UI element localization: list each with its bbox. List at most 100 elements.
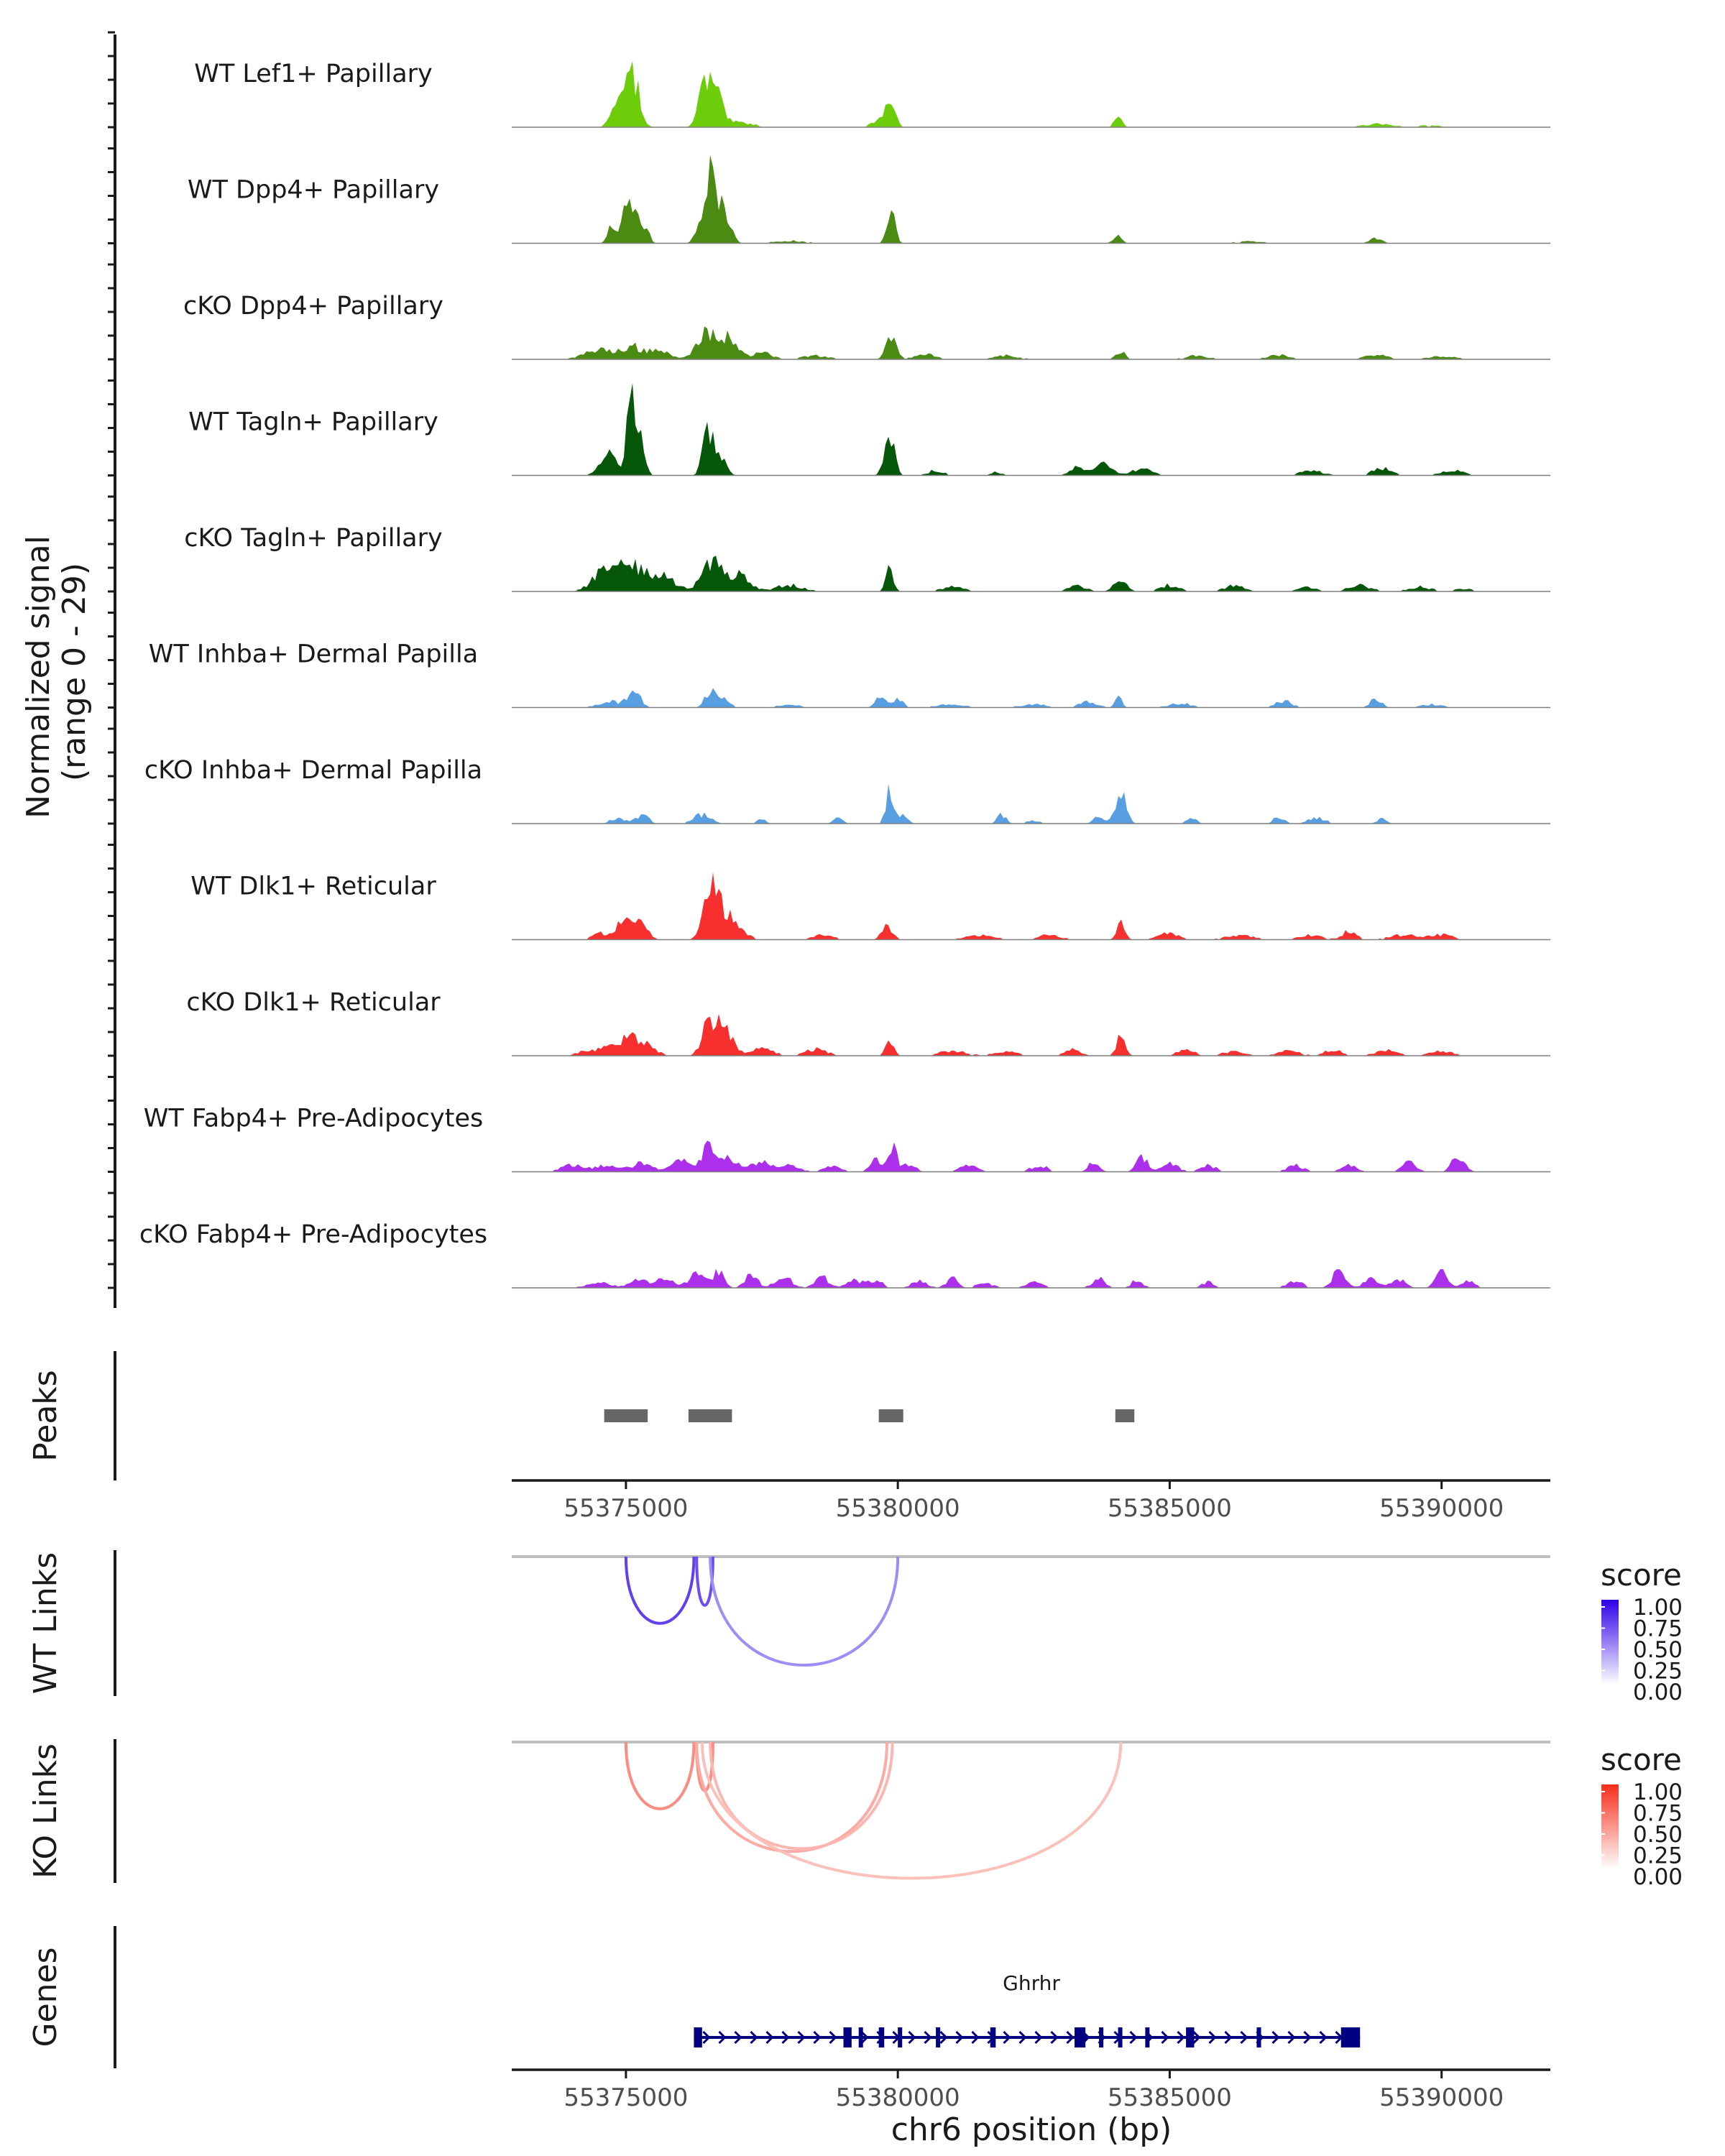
- track-label: cKO Inhba+ Dermal Papilla: [144, 756, 482, 785]
- wt-links-label: WT Links: [27, 1552, 64, 1694]
- legend-tick-label: 0.75: [1633, 1801, 1683, 1827]
- gene-exon: [878, 2027, 885, 2047]
- track-row: WT Dpp4+ Papillary: [188, 155, 1550, 244]
- track-row: WT Tagln+ Papillary: [188, 383, 1550, 476]
- genes-label: Genes: [27, 1947, 64, 2047]
- coverage-tracks: WT Lef1+ Papillary WT Dpp4+ Papillary cKO …: [139, 60, 1550, 1289]
- track-row: cKO Inhba+ Dermal Papilla: [144, 756, 1550, 824]
- legend-tick-label: 1.00: [1633, 1779, 1683, 1805]
- strand-arrow: [1018, 2030, 1027, 2045]
- track-label: cKO Dpp4+ Papillary: [183, 292, 443, 321]
- track-row: WT Lef1+ Papillary: [194, 60, 1550, 128]
- peak-region: [878, 1409, 903, 1422]
- ko-links-arc: [624, 1741, 696, 1810]
- track-signal-area: [512, 1014, 1550, 1056]
- x-tick-label: 55380000: [836, 1494, 960, 1523]
- gene-exon: [1145, 2027, 1150, 2047]
- peaks-label: Peaks: [27, 1370, 64, 1461]
- track-label: WT Inhba+ Dermal Papilla: [149, 640, 478, 669]
- legend-colorbar: [1601, 1600, 1619, 1685]
- strand-arrow: [750, 2030, 758, 2045]
- strand-arrow: [702, 2030, 711, 2045]
- strand-arrow: [1319, 2030, 1328, 2045]
- strand-arrow: [955, 2030, 964, 2045]
- peak-region: [604, 1409, 648, 1422]
- strand-arrow: [924, 2030, 932, 2045]
- gene-exon: [936, 2027, 941, 2047]
- strand-arrow: [908, 2030, 916, 2045]
- track-label: WT Dlk1+ Reticular: [190, 872, 436, 901]
- strand-arrow: [1287, 2030, 1296, 2045]
- legend-tick-label: 0.75: [1633, 1616, 1683, 1642]
- gene-exon: [1075, 2027, 1086, 2047]
- genes-panel: Genes Ghrhr 55375000 55380000 55385000 553900…: [27, 1926, 1550, 2112]
- legend-title: score: [1601, 1742, 1682, 1777]
- legend-tick-label: 0.25: [1633, 1843, 1683, 1869]
- strand-arrow: [797, 2030, 806, 2045]
- legend-tick-label: 0.50: [1633, 1637, 1683, 1663]
- strand-arrow: [1192, 2030, 1201, 2045]
- track-label: WT Dpp4+ Papillary: [188, 176, 439, 205]
- x-tick-label: 55385000: [1108, 2083, 1232, 2112]
- strand-arrow: [971, 2030, 980, 2045]
- peak-region: [1115, 1409, 1135, 1422]
- y-axis-title-line1: Normalized signal: [20, 535, 57, 819]
- x-tick-label: 55375000: [564, 2083, 688, 2112]
- ko-links-arc: [695, 1741, 889, 1853]
- strand-arrow: [734, 2030, 742, 2045]
- track-label: cKO Fabp4+ Pre-Adipocytes: [139, 1220, 487, 1249]
- strand-arrow: [813, 2030, 822, 2045]
- track-label: WT Fabp4+ Pre-Adipocytes: [144, 1105, 483, 1133]
- gene-exon: [843, 2027, 852, 2047]
- x-tick-label: 55385000: [1108, 1494, 1232, 1523]
- gene-exon: [1099, 2027, 1104, 2047]
- strand-arrow: [939, 2030, 948, 2045]
- legend-tick-label: 0.00: [1633, 1864, 1683, 1890]
- wt-links-arc: [624, 1556, 696, 1625]
- x-axis-title: chr6 position (bp): [891, 2111, 1172, 2148]
- gene-name: Ghrhr: [1003, 1971, 1060, 1995]
- legend-tick-label: 0.00: [1633, 1680, 1683, 1705]
- ko-links-label: KO Links: [27, 1743, 64, 1879]
- signal-y-axis: [108, 31, 116, 1308]
- gene-exon: [990, 2027, 996, 2047]
- strand-arrow: [829, 2030, 837, 2045]
- track-signal-area: [512, 556, 1550, 591]
- gene-exon: [1340, 2027, 1361, 2047]
- gene-exon: [858, 2027, 863, 2047]
- y-axis-title: Normalized signal (range 0 - 29): [20, 525, 93, 819]
- track-label: WT Tagln+ Papillary: [188, 408, 438, 437]
- x-tick-label: 55380000: [836, 2083, 960, 2112]
- track-row: WT Dlk1+ Reticular: [190, 872, 1550, 941]
- peak-region: [688, 1409, 732, 1422]
- legend-title: score: [1601, 1557, 1682, 1593]
- strand-arrow: [1129, 2030, 1138, 2045]
- legend-tick-label: 0.50: [1633, 1822, 1683, 1848]
- strand-arrow: [1066, 2030, 1075, 2045]
- strand-arrow: [781, 2030, 790, 2045]
- track-row: cKO Tagln+ Papillary: [184, 524, 1550, 592]
- gene-exon: [694, 2027, 702, 2047]
- y-axis-title-line2: (range 0 - 29): [56, 563, 93, 781]
- strand-arrow: [1034, 2030, 1043, 2045]
- track-signal-area: [512, 783, 1550, 824]
- strand-arrow: [1003, 2030, 1011, 2045]
- legend-colorbar: [1601, 1784, 1619, 1869]
- track-row: cKO Dpp4+ Papillary: [183, 292, 1550, 360]
- strand-arrow: [1303, 2030, 1312, 2045]
- gene-exon: [1186, 2027, 1195, 2047]
- track-label: cKO Dlk1+ Reticular: [186, 988, 441, 1017]
- strand-arrow: [1271, 2030, 1280, 2045]
- track-signal-area: [512, 61, 1550, 127]
- track-row: cKO Dlk1+ Reticular: [186, 988, 1550, 1056]
- strand-arrow: [1208, 2030, 1217, 2045]
- legend-tick-label: 1.00: [1633, 1595, 1683, 1621]
- legend-tick-label: 0.25: [1633, 1659, 1683, 1685]
- track-signal-area: [512, 326, 1550, 359]
- strand-arrow: [765, 2030, 774, 2045]
